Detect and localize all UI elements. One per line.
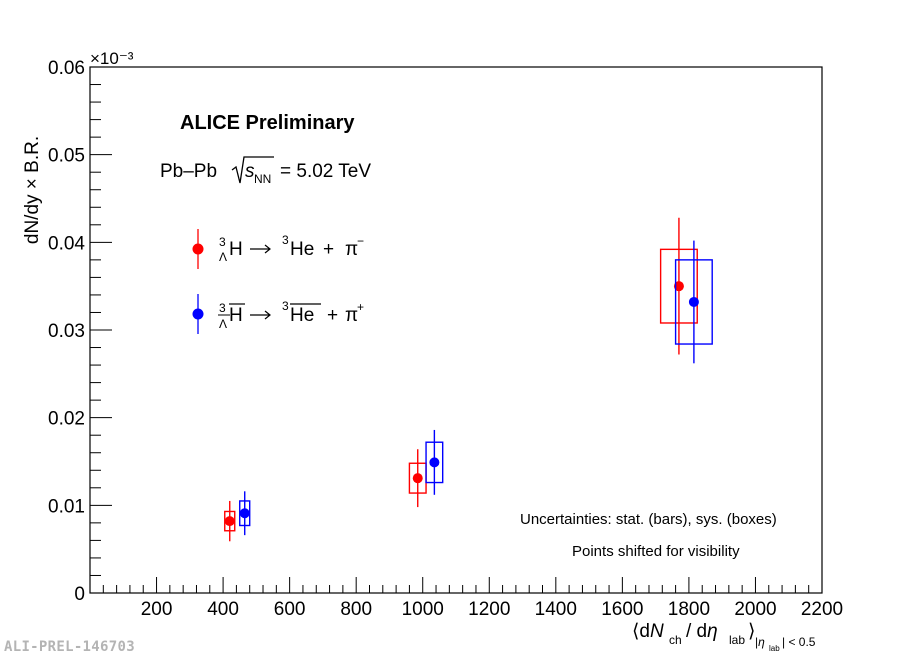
legend-2-sup2: 3 xyxy=(282,299,289,313)
data-point xyxy=(224,516,235,527)
legend-1-sup: 3 xyxy=(219,235,226,249)
y-tick-label: 0.03 xyxy=(48,321,85,342)
legend-2-plus: + xyxy=(327,305,338,326)
x-tick-label: 2200 xyxy=(801,599,843,620)
x-tick-label: 600 xyxy=(274,599,306,620)
svg-text:⟩: ⟩ xyxy=(748,621,755,642)
legend-2-left: H xyxy=(229,305,243,326)
x-tick-label: 1000 xyxy=(402,599,444,620)
sqrt-symbol xyxy=(231,156,274,184)
annotation-uncertainties: Uncertainties: stat. (bars), sys. (boxes… xyxy=(520,511,777,528)
legend-1-charge: − xyxy=(357,234,364,248)
legend-1-sup2: 3 xyxy=(282,233,289,247)
legend-marker-1 xyxy=(192,243,204,255)
y-tick-label: 0.06 xyxy=(48,58,85,79)
sqrt-variable: s xyxy=(245,161,255,182)
data-point xyxy=(429,457,440,468)
axes: 200 400 600 800 1000 1200 1400 1600 1800 2000 2200… xyxy=(48,58,843,620)
legend-1-arrow-icon xyxy=(250,244,271,254)
y-tick-label: 0.01 xyxy=(48,496,85,517)
legend-1-right: He xyxy=(290,239,314,260)
svg-text:ch: ch xyxy=(669,633,682,647)
legend-1-pion: π xyxy=(345,239,358,260)
y-tick-label: 0.04 xyxy=(48,233,85,254)
chart-subtitle: Pb–Pb s NN = 5.02 TeV xyxy=(160,156,371,186)
y-tick-label: 0.02 xyxy=(48,409,85,430)
chart-title: ALICE Preliminary xyxy=(180,112,355,134)
x-tick-label: 2000 xyxy=(734,599,776,620)
x-tick-label: 1200 xyxy=(468,599,510,620)
y-tick-label: 0 xyxy=(74,584,85,605)
data-point xyxy=(673,281,684,292)
collision-energy: = 5.02 TeV xyxy=(280,161,371,182)
collision-system: Pb–Pb xyxy=(160,161,217,182)
data-point xyxy=(239,508,250,519)
legend-2-arrow-icon xyxy=(250,310,271,320)
legend-1-plus: + xyxy=(323,239,334,260)
watermark: ALI-PREL-146703 xyxy=(4,639,135,655)
x-tick-label: 400 xyxy=(207,599,239,620)
svg-text:⟨dN: ⟨dN xyxy=(632,621,664,642)
annotation-shifted: Points shifted for visibility xyxy=(572,543,740,560)
legend-2-right: He xyxy=(290,305,314,326)
legend-1-sub: Λ xyxy=(219,250,227,264)
svg-text:lab: lab xyxy=(729,633,745,647)
data-point xyxy=(412,473,423,484)
legend-marker-2 xyxy=(192,308,204,320)
data-point xyxy=(688,296,699,307)
svg-text:| < 0.5: | < 0.5 xyxy=(782,635,816,649)
x-tick-label: 1800 xyxy=(668,599,710,620)
svg-text:lab: lab xyxy=(769,644,780,653)
x-tick-label: 200 xyxy=(141,599,173,620)
svg-text:|η: |η xyxy=(755,635,765,649)
x-tick-label: 800 xyxy=(340,599,372,620)
y-axis-label: dN/dy × B.R. xyxy=(22,136,43,244)
sqrt-subscript: NN xyxy=(254,172,271,186)
x-axis-label: ⟨dN ch / dη lab ⟩ |η lab | < 0.5 xyxy=(632,621,816,653)
x-tick-label: 1600 xyxy=(601,599,643,620)
data-marks xyxy=(224,217,713,542)
legend: 3 Λ H 3 He + π − 3 Λ H 3 He + π + xyxy=(192,229,364,334)
legend-1-left: H xyxy=(229,239,243,260)
legend-2-sub: Λ xyxy=(219,317,227,331)
y-axis-multiplier: ×10⁻³ xyxy=(90,49,134,68)
x-tick-label: 1400 xyxy=(535,599,577,620)
legend-2-sup: 3 xyxy=(219,301,226,315)
legend-2-pion: π xyxy=(345,305,358,326)
svg-text:dN/dy × B.R.: dN/dy × B.R. xyxy=(22,136,43,244)
svg-text:/ dη: / dη xyxy=(686,621,718,642)
y-tick-label: 0.05 xyxy=(48,146,85,167)
legend-2-charge: + xyxy=(357,300,364,314)
